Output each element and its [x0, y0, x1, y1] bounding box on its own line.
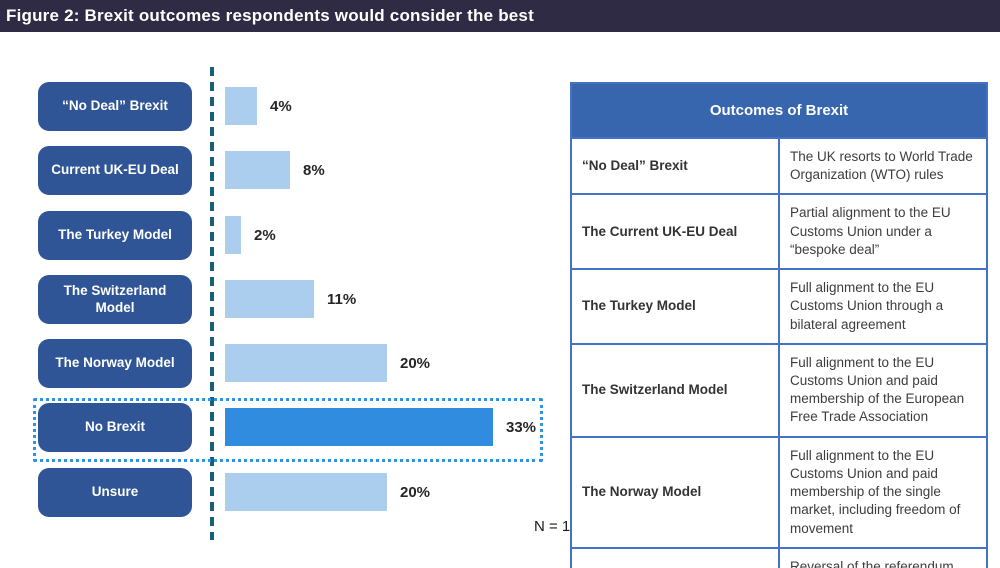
category-label-no-deal-brexit: “No Deal” Brexit	[38, 82, 192, 131]
outcome-term: The Switzerland Model	[570, 342, 780, 438]
bar-the-turkey-model	[225, 216, 241, 254]
value-label-no-deal-brexit: 4%	[270, 97, 292, 115]
category-label-unsure: Unsure	[38, 468, 192, 517]
outcome-definition: The UK resorts to World Trade Organizati…	[778, 136, 988, 196]
value-label-the-norway-model: 20%	[400, 354, 431, 372]
outcome-definition: Partial alignment to the EU Customs Unio…	[778, 193, 988, 271]
category-label-current-uk-eu-deal: Current UK-EU Deal	[38, 146, 192, 195]
table-row-no-brexit: No BrexitReversal of the referendum resu…	[570, 546, 988, 568]
category-label-the-switzerland-model: The Switzerland Model	[38, 275, 192, 324]
bar-no-deal-brexit	[225, 87, 257, 125]
value-label-unsure: 20%	[400, 483, 431, 501]
outcome-term: The Norway Model	[570, 435, 780, 549]
category-label-no-brexit: No Brexit	[38, 403, 192, 452]
table-header-title: Outcomes of Brexit	[570, 82, 988, 139]
bar-current-uk-eu-deal	[225, 151, 290, 189]
value-label-the-turkey-model: 2%	[254, 226, 276, 244]
outcome-term: The Current UK-EU Deal	[570, 193, 780, 271]
outcome-definition: Full alignment to the EU Customs Union t…	[778, 268, 988, 345]
outcome-term: No Brexit	[570, 546, 780, 568]
table-row-the-switzerland-model: The Switzerland Model Full alignment to t…	[570, 342, 988, 438]
value-label-no-brexit: 33%	[506, 418, 537, 436]
table-row-the-turkey-model: The Turkey Model Full alignment to the EU…	[570, 268, 988, 345]
table-row-the-norway-model: The Norway Model Full alignment to the EU…	[570, 435, 988, 549]
outcomes-table: Outcomes of Brexit “No Deal” Brexit The U…	[570, 82, 988, 568]
table-row-no-deal-brexit: “No Deal” Brexit The UK resorts to World …	[570, 136, 988, 196]
category-label-the-norway-model: The Norway Model	[38, 339, 192, 388]
value-label-current-uk-eu-deal: 8%	[303, 161, 325, 179]
bar-the-switzerland-model	[225, 280, 314, 318]
outcome-definition: Reversal of the referendum result	[778, 546, 988, 568]
value-label-the-switzerland-model: 11%	[327, 290, 357, 308]
outcome-term: The Turkey Model	[570, 268, 780, 345]
outcome-definition: Full alignment to the EU Customs Union a…	[778, 435, 988, 549]
outcome-term: “No Deal” Brexit	[570, 136, 780, 196]
bar-the-norway-model	[225, 344, 387, 382]
figure-title: Figure 2: Brexit outcomes respondents wo…	[0, 0, 1000, 32]
outcome-definition: Full alignment to the EU Customs Union a…	[778, 342, 988, 438]
category-label-the-turkey-model: The Turkey Model	[38, 211, 192, 260]
table-row-the-current-uk-eu-deal: The Current UK-EU Deal Partial alignment …	[570, 193, 988, 271]
bar-unsure	[225, 473, 387, 511]
bar-no-brexit	[225, 408, 493, 446]
chart-axis-line	[210, 67, 214, 540]
table-header-row: Outcomes of Brexit	[570, 82, 988, 139]
